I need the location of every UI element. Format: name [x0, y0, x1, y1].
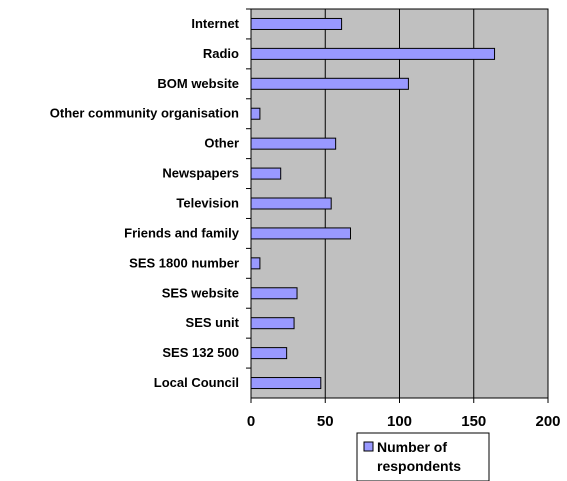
bar	[250, 107, 261, 120]
category-label: Local Council	[154, 375, 239, 390]
x-tick-label: 150	[461, 413, 486, 430]
bar	[250, 287, 298, 300]
x-tick-label: 100	[387, 413, 412, 430]
category-label: SES website	[162, 285, 239, 300]
bar	[250, 227, 351, 240]
bar	[250, 377, 322, 390]
category-label: Internet	[191, 16, 239, 31]
legend-entry-line-2: respondents	[377, 458, 461, 474]
legend-box	[356, 432, 490, 481]
bar	[250, 77, 409, 90]
category-label: Friends and family	[124, 225, 240, 240]
category-label: SES unit	[186, 315, 240, 330]
bar	[250, 137, 337, 150]
category-label: SES 1800 number	[129, 255, 239, 270]
x-tick-label: 200	[535, 413, 560, 430]
bar	[250, 167, 282, 180]
category-label: Newspapers	[162, 166, 239, 181]
legend-entry-line-1: Number of	[377, 439, 447, 455]
legend-swatch	[363, 441, 374, 452]
bar	[250, 197, 332, 210]
category-label: Television	[176, 196, 239, 211]
bar	[250, 347, 288, 360]
bar	[250, 257, 261, 270]
category-label: BOM website	[157, 76, 239, 91]
bar	[250, 17, 343, 30]
category-label: Other	[204, 136, 239, 151]
x-tick-label: 0	[247, 413, 255, 430]
legend: Number of respondents	[356, 432, 490, 481]
category-label: Other community organisation	[50, 106, 239, 121]
category-labels: Internet Radio BOM website Other community …	[50, 8, 251, 390]
category-label: Radio	[203, 46, 239, 61]
x-tick-label: 50	[317, 413, 334, 430]
bars	[250, 17, 496, 390]
bar	[250, 317, 295, 330]
category-label: SES 132 500	[162, 345, 239, 360]
x-axis-ticks: 0 50 100 150 200	[247, 398, 561, 430]
bar	[250, 47, 496, 60]
